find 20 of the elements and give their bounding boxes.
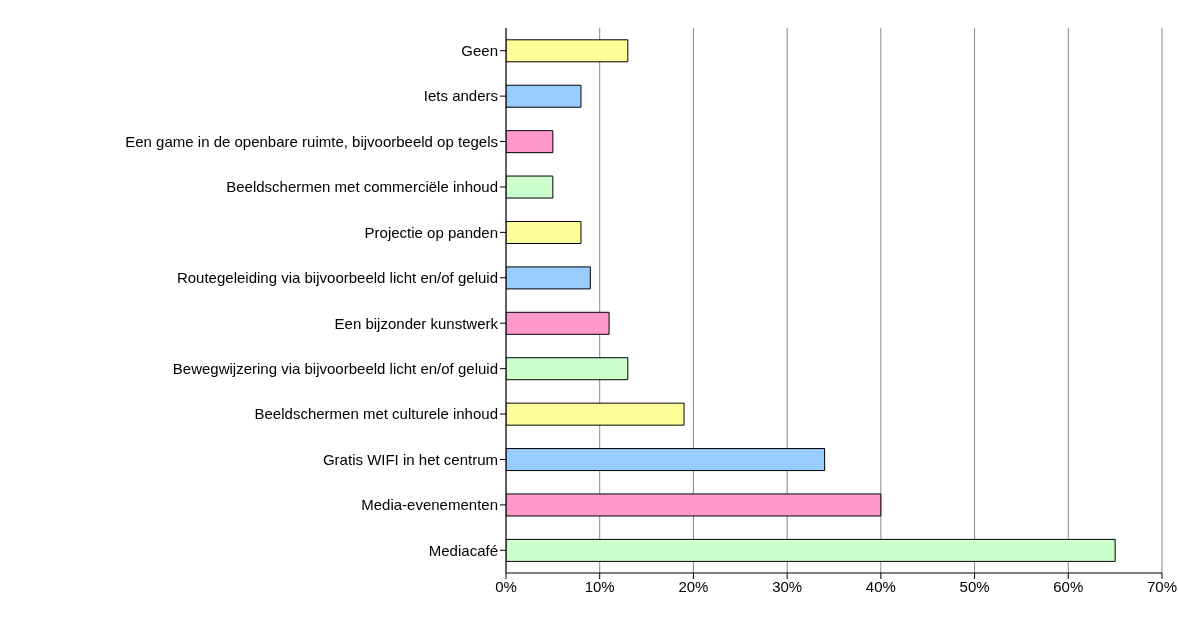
y-tick-label: Een bijzonder kunstwerk [334, 314, 499, 332]
y-tick-label: Media-evenementen [361, 496, 498, 514]
x-tick-label: 0% [495, 577, 517, 595]
y-tick-label: Gratis WIFI in het centrum [322, 450, 498, 468]
y-tick-label: Projectie op panden [364, 223, 498, 241]
x-tick-label: 10% [584, 577, 615, 595]
y-tick-label: Mediacafé [428, 541, 498, 559]
y-tick-label: Een game in de openbare ruimte, bijvoorbeeld op tegels [125, 132, 498, 150]
y-tick-label: Beeldschermen met culturele inhoud [254, 405, 498, 423]
x-tick-label: 40% [865, 577, 896, 595]
x-tick-label: 20% [678, 577, 709, 595]
x-tick-label: 30% [772, 577, 803, 595]
y-tick-label: Bewegwijzering via bijvoorbeeld licht en/of geluid [172, 359, 498, 377]
y-tick-label: Routegeleiding via bijvoorbeeld licht en/of geluid [176, 269, 498, 287]
y-tick-label: Iets anders [423, 87, 498, 105]
x-tick-label: 60% [1053, 577, 1084, 595]
x-tick-label: 50% [959, 577, 990, 595]
y-tick-label: Beeldschermen met commerciële inhoud [226, 178, 498, 196]
x-tick-label: 70% [1146, 577, 1178, 595]
y-tick-label: Geen [461, 42, 498, 60]
